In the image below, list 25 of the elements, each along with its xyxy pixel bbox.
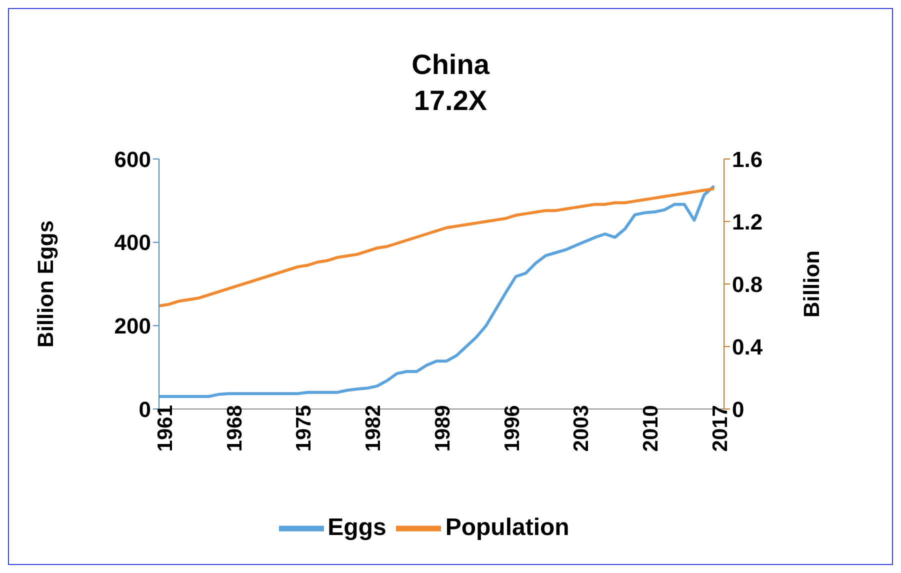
x-tick-label: 1961: [154, 404, 177, 452]
x-tick-label: 1989: [431, 405, 454, 452]
legend-label: Eggs: [328, 514, 386, 541]
y2-tick-label: 0.8: [732, 272, 763, 297]
x-tick-label: 1982: [362, 405, 386, 452]
line-series: [159, 184, 716, 398]
y2-tick-label: 1.2: [732, 209, 763, 234]
x-tick-label: 1975: [292, 404, 316, 452]
y-tick-label: 600: [114, 146, 151, 172]
y-tick-label: 0: [138, 396, 151, 422]
y2-tick-label: 0.4: [732, 334, 764, 360]
y-tick-label: 400: [114, 230, 151, 256]
legend-label: Population: [445, 514, 570, 541]
x-tick-label: 2017: [709, 405, 732, 452]
y-axis-title: Billion Eggs: [32, 220, 58, 348]
line-series: [159, 187, 716, 308]
x-tick-label: 2010: [640, 405, 663, 452]
x-tick-label: 1968: [223, 404, 246, 452]
y2-axis-title: Billion: [798, 250, 824, 318]
x-tick-label: 2003: [570, 405, 594, 452]
y2-tick-label: 1.6: [732, 146, 763, 172]
chart-title: China 17.2X: [410, 48, 491, 118]
x-tick-label: 1996: [500, 405, 524, 452]
y-tick-label: 200: [114, 313, 151, 338]
y2-tick-label: 0: [732, 396, 744, 422]
